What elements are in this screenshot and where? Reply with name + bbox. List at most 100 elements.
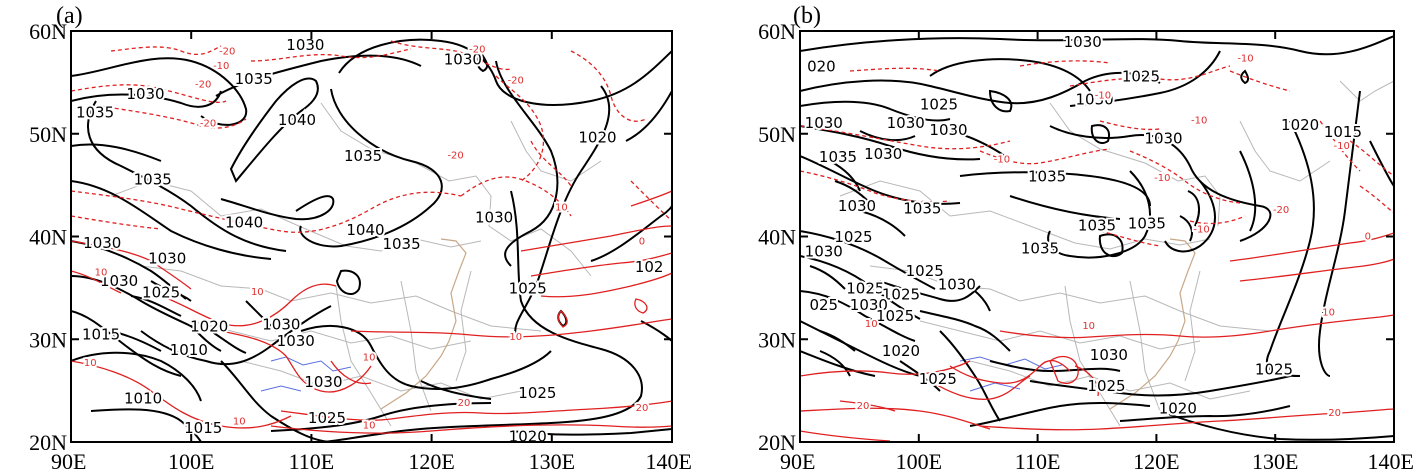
pressure-contour-label: 1030: [838, 197, 876, 215]
temperature-contour-label: -20: [447, 150, 463, 161]
panel-a-axes: 90E 100E 110E 120E 130E 140E 20N 30N 40N 50N 60N: [29, 19, 692, 474]
pressure-contour-label: 1025: [906, 262, 944, 280]
pressure-contour-label: 1035: [344, 147, 382, 165]
pressure-contour-label: 1040: [278, 111, 316, 129]
y-tick-label: 40N: [29, 225, 67, 250]
temperature-contour-label: 20: [458, 398, 471, 409]
pressure-contour-label: 1040: [346, 221, 384, 239]
pressure-contour-label: 1025: [509, 279, 547, 297]
temperature-contour-label: 0: [1365, 232, 1371, 243]
pressure-contour-label: 1030: [1144, 129, 1182, 147]
pressure-contour-label: 1040: [225, 214, 263, 232]
pressure-contour-label: 1035: [134, 170, 172, 188]
pressure-contour-label: 1020: [578, 128, 616, 146]
temperature-contour-label: -10: [1095, 91, 1111, 102]
pressure-contour-label: 1020: [190, 317, 228, 335]
panel-a-rivers: [260, 356, 352, 392]
pressure-contour-label: 1025: [518, 384, 556, 402]
temperature-contour-label: 20: [1328, 408, 1341, 419]
y-tick-label: 30N: [29, 327, 67, 352]
pressure-contour-label: 025: [809, 296, 838, 314]
pressure-contour-label: 1030: [83, 234, 121, 252]
pressure-contour-label: 1020: [1159, 400, 1197, 418]
temperature-contour-label: 10: [233, 416, 246, 427]
pressure-contour-label: 1025: [919, 370, 957, 388]
temperature-contour-label: 10: [84, 358, 97, 369]
pressure-contour-label: 1030: [929, 121, 967, 139]
x-tick-label: 120E: [408, 449, 454, 474]
panel-b-coast: [1109, 238, 1196, 410]
y-tick-label: 60N: [29, 19, 67, 44]
pressure-contour-label: 1010: [170, 341, 208, 359]
panel-b-axes: 90E 100E 110E 120E 130E 140E 20N 30N 40N 50N 60N: [758, 19, 1414, 474]
pressure-contour-label: 1035: [903, 199, 941, 217]
temperature-contour-label: -20: [219, 47, 235, 58]
pressure-contour-label: 1020: [1281, 116, 1319, 134]
pressure-contour-label: 1025: [882, 286, 920, 304]
pressure-contour-label: 1015: [1324, 123, 1362, 141]
x-tick-label: 120E: [1133, 449, 1179, 474]
temperature-contour-label: 10: [555, 203, 568, 214]
temperature-contour-label: 10: [95, 267, 108, 278]
pressure-contour-label: 1025: [834, 228, 872, 246]
pressure-contour-label: 1030: [805, 114, 843, 132]
pressure-contour-label: 1025: [308, 409, 346, 427]
pressure-contour-label: 1025: [1122, 68, 1160, 86]
y-tick-label: 40N: [758, 225, 796, 250]
temperature-contour-label: 10: [509, 332, 522, 343]
pressure-contour-label: 1035: [382, 235, 420, 253]
pressure-contour-label: 1035: [235, 70, 273, 88]
pressure-contour-label: 102: [635, 258, 664, 276]
x-tick-label: 100E: [896, 449, 942, 474]
temperature-contour-label: -10: [1191, 115, 1207, 126]
panel-a-coast: [380, 238, 467, 410]
pressure-contour-label: 1030: [444, 50, 482, 68]
temperature-contour-label: 10: [251, 287, 264, 298]
temperature-contour-label: -20: [469, 44, 485, 55]
pressure-contour-label: 1030: [850, 296, 888, 314]
pressure-contour-label: 1030: [1064, 33, 1102, 51]
pressure-contour-label: 1035: [76, 104, 114, 122]
temperature-contour-label: 0: [639, 237, 645, 248]
x-tick-label: 130E: [1252, 449, 1298, 474]
temperature-contour-label: -20: [508, 75, 524, 86]
pressure-contour-label: 1025: [1087, 377, 1125, 395]
y-tick-label: 50N: [29, 122, 67, 147]
x-tick-label: 110E: [1015, 449, 1061, 474]
pressure-contour-label: 1030: [262, 315, 300, 333]
temperature-contour-label: 10: [1082, 321, 1095, 332]
temperature-contour-label: 10: [1322, 308, 1335, 319]
pressure-contour-label: 1030: [805, 242, 843, 260]
temperature-contour-label: -20: [195, 79, 211, 90]
panel-a-temperature-labels: -20-10-20-20-20-20-201001010101010102010…: [82, 42, 650, 433]
temperature-contour-label: -10: [1154, 173, 1170, 184]
pressure-contour-label: 1030: [277, 332, 315, 350]
pressure-contour-label: 1030: [126, 85, 164, 103]
pressure-contour-label: 1015: [82, 326, 120, 344]
y-tick-label: 30N: [758, 327, 796, 352]
pressure-contour-label: 1030: [1076, 90, 1114, 108]
pressure-contour-label: 1030: [148, 250, 186, 268]
temperature-contour-label: -10: [1334, 141, 1350, 152]
pressure-contour-label: 1035: [1128, 215, 1166, 233]
pressure-contour-label: 1030: [938, 275, 976, 293]
temperature-contour-label: -10: [1193, 224, 1209, 235]
pressure-contour-label: 1030: [1090, 346, 1128, 364]
x-tick-label: 90E: [780, 449, 815, 474]
pressure-contour-label: 1035: [1078, 217, 1116, 235]
x-tick-label: 90E: [51, 449, 86, 474]
temperature-contour-label: 10: [363, 353, 376, 364]
temperature-contour-label: -10: [213, 61, 229, 72]
y-tick-label: 60N: [758, 19, 796, 44]
pressure-contour-label: 1030: [304, 373, 342, 391]
panel-b-pressure-contours: [800, 35, 1394, 441]
panel-a-label: (a): [56, 3, 83, 29]
